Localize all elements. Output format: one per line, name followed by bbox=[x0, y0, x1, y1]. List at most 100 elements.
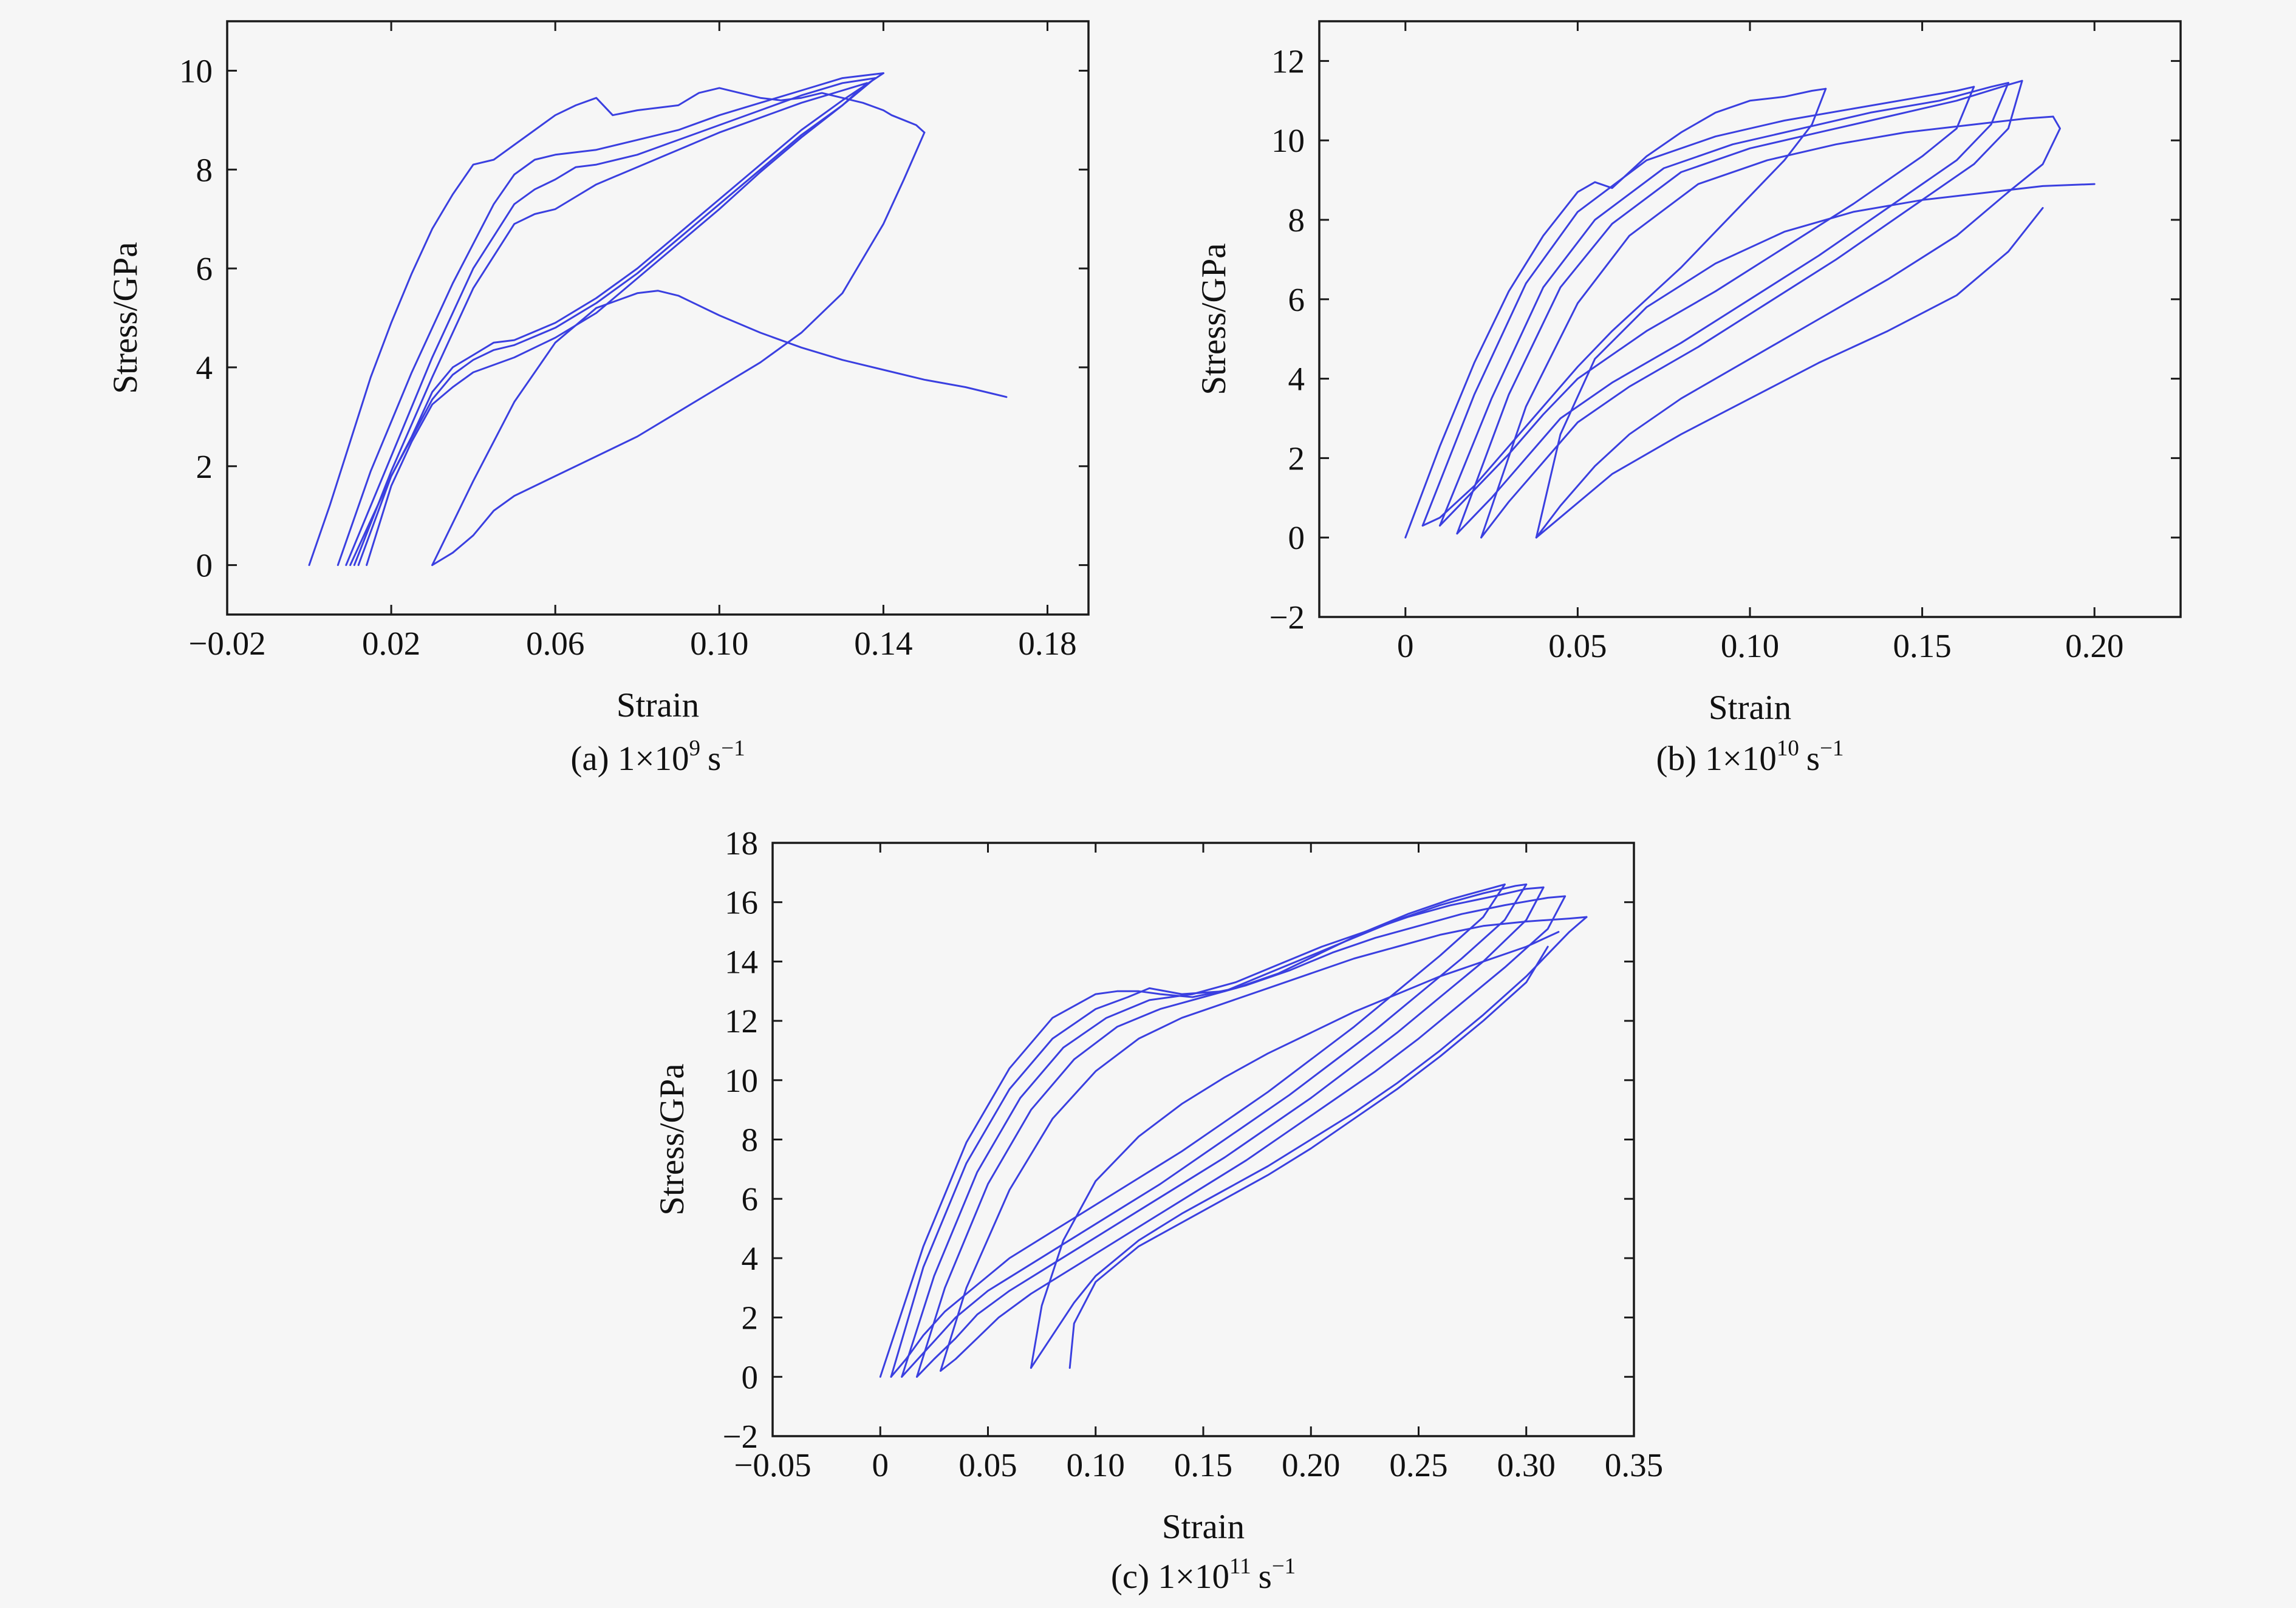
series-line-6 bbox=[1456, 81, 2009, 535]
series-line-5 bbox=[349, 72, 884, 567]
x-tick-label: 0 bbox=[1397, 627, 1414, 664]
x-tick-label: 0.10 bbox=[1721, 627, 1779, 664]
caption-unit: s bbox=[1806, 740, 1820, 778]
y-tick-label: 4 bbox=[742, 1240, 759, 1277]
plot-frame bbox=[771, 842, 1635, 1437]
series-line-1 bbox=[308, 87, 926, 567]
x-tick-label: 0.06 bbox=[526, 625, 584, 662]
panel-caption: (b) 1×1010 s−1 bbox=[1656, 736, 1844, 778]
y-tick-label: 6 bbox=[1288, 281, 1305, 318]
y-tick-label: 10 bbox=[179, 52, 213, 89]
series-line-3 bbox=[890, 883, 1528, 1378]
plot-frame bbox=[1318, 20, 2182, 618]
series-line-8 bbox=[1480, 80, 2023, 539]
x-tick-label: 0.15 bbox=[1174, 1446, 1232, 1484]
series-line-8 bbox=[353, 82, 868, 567]
x-tick-label: 0.10 bbox=[690, 625, 748, 662]
y-tick-label: 4 bbox=[1288, 361, 1305, 398]
series-group bbox=[879, 883, 1588, 1378]
caption-unit: s bbox=[708, 740, 721, 778]
x-tick-label: 0.20 bbox=[1282, 1446, 1340, 1484]
series-line-12 bbox=[1068, 945, 1549, 1369]
x-tick-label: 0.30 bbox=[1497, 1446, 1556, 1484]
series-group bbox=[1404, 80, 2096, 539]
caption-text: (b) 1×10 bbox=[1656, 740, 1777, 778]
series-line-2 bbox=[890, 883, 1506, 1378]
x-tick-label: 0.15 bbox=[1893, 627, 1951, 664]
chart-panel-a: −0.02 0.02 0.06 0.10 0.14 0.18 0 2 4 6 8 10 Strain St… bbox=[106, 20, 1090, 778]
x-tick-label: −0.05 bbox=[734, 1446, 811, 1484]
series-line-11 bbox=[1030, 931, 1560, 1369]
series-line-6 bbox=[345, 77, 876, 567]
panel-caption: (c) 1×1011 s−1 bbox=[1111, 1554, 1296, 1596]
y-tick-label: 2 bbox=[196, 448, 213, 485]
caption-text: (c) 1×10 bbox=[1111, 1558, 1229, 1596]
y-tick-label: 0 bbox=[196, 547, 213, 584]
x-axis-label: Strain bbox=[617, 686, 699, 724]
y-tick-label: 10 bbox=[1271, 122, 1305, 159]
y-tick-label: 4 bbox=[196, 349, 213, 386]
series-line-9 bbox=[940, 916, 1588, 1372]
y-tick-label: 2 bbox=[742, 1300, 759, 1337]
series-line-11 bbox=[1535, 183, 2096, 539]
x-tick-label: 0.25 bbox=[1389, 1446, 1447, 1484]
y-tick-label: 6 bbox=[742, 1180, 759, 1218]
y-axis-label: Stress/GPa bbox=[1195, 243, 1233, 395]
x-axis-label: Strain bbox=[1709, 689, 1791, 727]
series-line-9 bbox=[1480, 115, 2054, 539]
caption-exponent: 11 bbox=[1229, 1554, 1251, 1579]
caption-unit: s bbox=[1259, 1558, 1272, 1596]
caption-unit-exponent: −1 bbox=[721, 736, 745, 761]
series-line-7 bbox=[916, 895, 1567, 1378]
panel-caption: (a) 1×109 s−1 bbox=[570, 736, 745, 778]
series-line-7 bbox=[357, 77, 876, 567]
plot-frame bbox=[226, 20, 1090, 616]
y-axis-label: Stress/GPa bbox=[106, 242, 145, 393]
x-tick-label: 0.05 bbox=[1548, 627, 1607, 664]
y-tick-label: 2 bbox=[1288, 440, 1305, 477]
series-line-1 bbox=[1404, 87, 1827, 539]
series-line-8 bbox=[940, 895, 1567, 1372]
x-tick-label: −0.02 bbox=[188, 625, 265, 662]
series-line-10 bbox=[1535, 115, 2061, 539]
y-axis-label: Stress/GPa bbox=[653, 1063, 691, 1215]
y-tick-label: 6 bbox=[196, 250, 213, 287]
x-tick-label: 0.20 bbox=[2065, 627, 2123, 664]
y-tick-label: 8 bbox=[1288, 202, 1305, 239]
series-group bbox=[308, 72, 1008, 567]
series-line-9 bbox=[366, 82, 868, 567]
x-tick-label: 0.05 bbox=[958, 1446, 1017, 1484]
x-tick-label: 0.10 bbox=[1067, 1446, 1125, 1484]
series-line-6 bbox=[916, 886, 1545, 1378]
chart-panel-b: 0 0.05 0.10 0.15 0.20 −2 0 2 4 6 8 10 12 Strain Stress… bbox=[1195, 20, 2182, 778]
caption-unit-exponent: −1 bbox=[1272, 1554, 1296, 1579]
series-line-7 bbox=[1456, 80, 2023, 535]
x-tick-label: 0 bbox=[872, 1446, 889, 1484]
series-line-4 bbox=[1439, 86, 1975, 527]
series-line-12 bbox=[1535, 206, 2044, 539]
y-tick-label: 0 bbox=[742, 1358, 759, 1395]
x-tick-label: 0.02 bbox=[362, 625, 420, 662]
caption-exponent: 10 bbox=[1777, 736, 1799, 761]
x-axis-label: Strain bbox=[1162, 1508, 1245, 1546]
caption-exponent: 9 bbox=[689, 736, 701, 761]
caption-text: (a) 1×10 bbox=[570, 740, 689, 778]
series-line-3 bbox=[1421, 86, 1975, 527]
series-line-5 bbox=[901, 886, 1545, 1378]
series-line-2 bbox=[1421, 87, 1827, 527]
series-line-10 bbox=[1030, 916, 1588, 1369]
series-line-4 bbox=[337, 72, 884, 567]
y-tick-label: −2 bbox=[722, 1418, 758, 1455]
series-line-5 bbox=[1439, 81, 2009, 527]
y-tick-label: 14 bbox=[725, 943, 758, 980]
y-tick-label: 12 bbox=[1271, 43, 1305, 80]
y-tick-label: 8 bbox=[196, 151, 213, 188]
y-tick-label: −2 bbox=[1269, 599, 1305, 636]
y-tick-label: 10 bbox=[725, 1062, 758, 1099]
series-line-3 bbox=[431, 290, 1008, 567]
x-tick-label: 0.18 bbox=[1018, 625, 1076, 662]
y-tick-label: 8 bbox=[742, 1122, 759, 1159]
x-tick-label: 0.14 bbox=[854, 625, 912, 662]
chart-panel-c: −0.05 0 0.05 0.10 0.15 0.20 0.25 0.30 0.35 −2 0 2 4 6… bbox=[653, 825, 1663, 1596]
